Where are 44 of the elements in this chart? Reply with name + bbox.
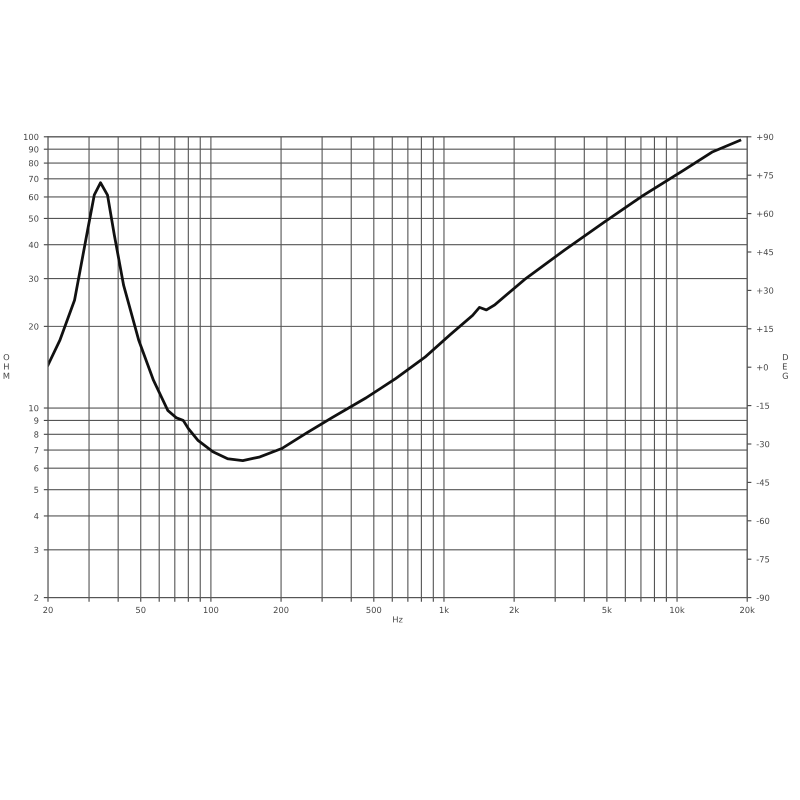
y2-tick-label: +75 — [757, 172, 774, 178]
y2-tick-label: +90 — [757, 134, 774, 140]
y-tick-label: 70 — [29, 176, 38, 182]
x-tick-label: 5k — [602, 606, 612, 614]
y-tick-label: 30 — [29, 276, 38, 282]
y-tick-label: 8 — [34, 431, 38, 438]
y-tick-label: 9 — [34, 417, 38, 424]
x-tick-label: 20 — [43, 606, 53, 614]
y-tick-label: 2 — [34, 594, 38, 601]
y-tick-label: 90 — [28, 146, 38, 152]
y-tick-label: 40 — [28, 242, 38, 248]
y-tick-label: 6 — [34, 465, 38, 472]
x-axis-title: Hz — [393, 616, 403, 622]
y2-tick-label: +0 — [757, 364, 768, 370]
y2-tick-label: +45 — [757, 249, 774, 256]
y-tick-label: 5 — [34, 486, 38, 493]
y-tick-label: 50 — [29, 215, 38, 222]
y-tick-label: 3 — [34, 546, 38, 554]
y-tick-label: 60 — [28, 194, 38, 200]
y-tick-label: 7 — [34, 447, 38, 454]
y2-tick-label: -45 — [756, 479, 770, 486]
y-tick-label: 4 — [34, 513, 39, 520]
y2-tick-label: +15 — [757, 326, 774, 332]
y2-tick-label: -75 — [756, 556, 770, 562]
y2-tick-label: +60 — [757, 210, 774, 217]
y-tick-label: 10 — [29, 405, 38, 412]
y2-axis-title: D E G — [782, 354, 788, 379]
y2-tick-label: -15 — [756, 402, 770, 409]
x-tick-label: 20k — [740, 606, 755, 614]
y-tick-label: 100 — [24, 134, 38, 140]
x-tick-label: 50 — [136, 606, 146, 614]
y2-tick-label: -30 — [756, 440, 770, 448]
y-axis-title: O H M — [4, 354, 10, 379]
x-tick-label: 500 — [366, 606, 382, 614]
y2-tick-label: -60 — [756, 518, 770, 524]
x-tick-label: 10k — [670, 606, 685, 614]
y-tick-label: 80 — [28, 160, 38, 166]
x-tick-label: 2k — [510, 606, 520, 613]
x-tick-label: 1k — [440, 606, 450, 613]
y-tick-label: 20 — [28, 323, 38, 330]
x-tick-label: 100 — [204, 606, 218, 614]
y2-tick-label: -90 — [756, 594, 770, 601]
x-tick-label: 200 — [274, 606, 288, 614]
y2-tick-label: +30 — [757, 287, 774, 294]
